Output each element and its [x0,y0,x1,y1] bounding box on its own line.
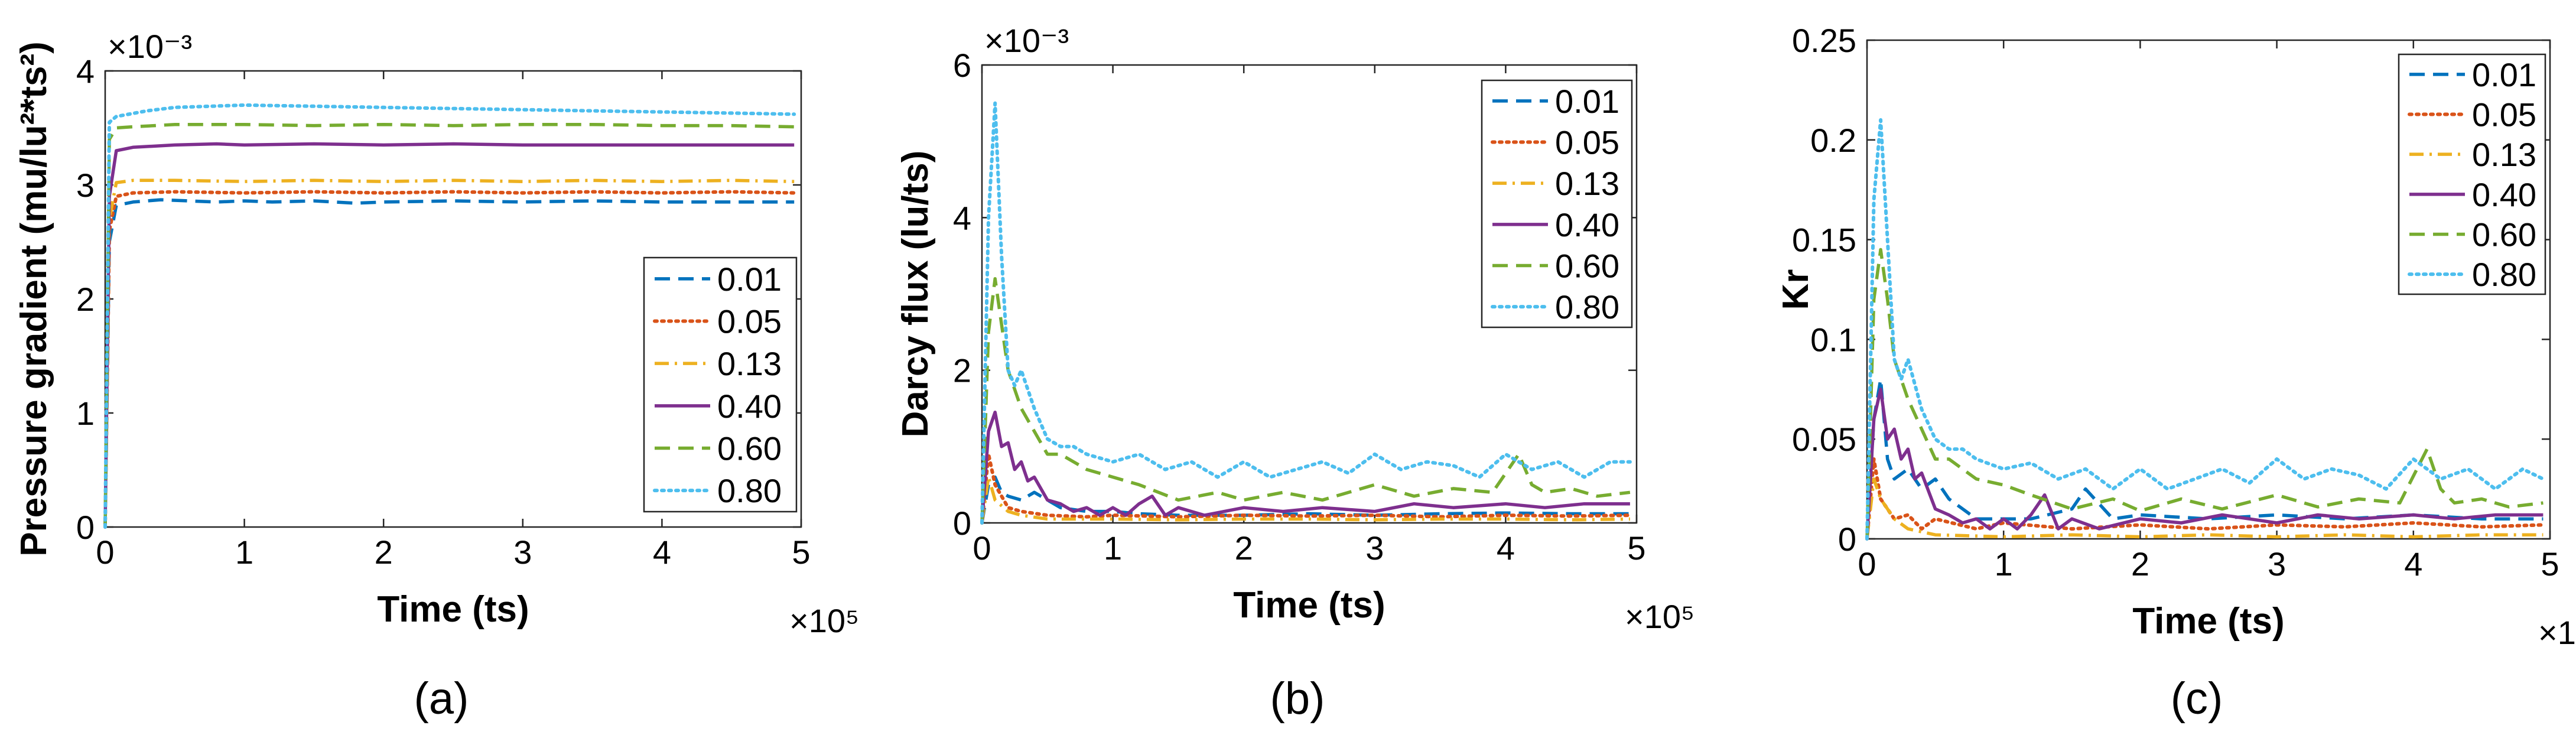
legend-label: 0.60 [1555,248,1619,285]
x-multiplier: ×10⁵ [789,602,859,639]
panel-caption: (c) [2171,674,2223,724]
legend-label: 0.01 [1555,83,1619,120]
series-line-0.13 [1865,477,2544,539]
x-tick-label: 2 [1235,529,1253,567]
legend-label: 0.05 [1555,124,1619,161]
legend-label: 0.60 [717,430,782,467]
x-tick-label: 4 [653,534,671,571]
y-tick-label: 0.15 [1792,222,1856,259]
x-tick-label: 1 [1104,529,1122,567]
chart-panel-3: 0 1 2 3 4 500.050.10.150.20.250.010.050.130.4… [1775,22,2576,724]
series-line-0.01 [103,198,795,528]
x-tick-label: 1 [235,534,253,571]
y-tick-label: 4 [76,53,95,90]
y-tick-label: 0.1 [1810,321,1856,358]
legend-label: 0.80 [1555,288,1619,326]
y-tick-label: 6 [953,47,971,84]
legend-label: 0.13 [717,345,782,382]
x-tick-label: 5 [1627,529,1645,567]
y-tick-label: 0.05 [1792,421,1856,458]
series-line-0.80 [980,101,1632,525]
legend-label: 0.80 [717,472,782,509]
series-line-0.40 [1865,388,2544,539]
x-multiplier: ×10⁵ [2538,614,2576,651]
legend-label: 0.05 [717,303,782,340]
chart-panel-2: 0 1 2 3 4 5 0 2 4 6 0.01 0.05 0.13 0.40 0.600.80 Time (… [895,22,1694,724]
y-multiplier: ×10⁻³ [984,22,1069,59]
legend-label: 0.05 [2472,96,2536,134]
y-tick-label: 1 [76,395,95,432]
x-tick-label: 0 [96,534,114,571]
x-tick-label: 0 [972,529,991,567]
legend-label: 0.40 [2472,176,2536,213]
legend-label: 0.01 [717,261,782,298]
series-line-0.40 [103,142,795,528]
x-axis-label: Time (ts) [1233,585,1385,626]
series-line-0.05 [980,452,1632,525]
y-axis-label: Darcy flux (lu/ts) [895,151,936,438]
legend: 0.010.050.130.400.600.80 [2398,53,2546,295]
legend-label: 0.40 [1555,206,1619,243]
x-tick-label: 5 [2541,545,2559,583]
legend-label: 0.01 [2472,56,2536,93]
legend-label: 0.13 [2472,136,2536,173]
series-line-0.05 [103,190,796,529]
y-tick-label: 4 [953,199,971,236]
y-tick-label: 0 [953,505,971,542]
y-multiplier: ×10⁻³ [108,28,192,65]
legend-label: 0.13 [1555,165,1619,202]
x-tick-label: 0 [1858,545,1876,583]
x-tick-label: 1 [1995,545,2013,583]
x-multiplier: ×10⁵ [1625,598,1694,635]
x-tick-label: 3 [513,534,532,571]
y-tick-label: 0.2 [1810,122,1856,159]
x-axis-label: Time (ts) [2132,601,2284,642]
x-tick-label: 3 [2268,545,2286,583]
x-tick-label: 3 [1365,529,1384,567]
x-tick-label: 4 [1497,529,1515,567]
y-tick-label: 0.25 [1792,22,1856,59]
legend-box [643,256,798,513]
x-tick-label: 5 [792,534,810,571]
x-tick-label: 2 [2131,545,2149,583]
panel-caption: (a) [414,674,469,724]
legend: 0.01 0.05 0.13 0.40 0.600.80 [1481,79,1633,329]
series-line-0.60 [103,122,795,528]
series-line-0.40 [980,410,1630,523]
x-tick-label: 4 [2404,545,2422,583]
series-line-0.13 [980,475,1630,523]
chart-panel-1: 0 1 2 3 4 5 0 1 2 3 4 0.01 0.05 0.13 0.40 0.60 0.80 Time … [14,28,859,724]
series-line-0.01 [980,475,1630,523]
legend: 0.01 0.05 0.13 0.40 0.60 0.80 [643,256,798,513]
legend-label: 0.40 [717,388,782,425]
legend-box [2398,53,2546,295]
legend-box [1481,79,1633,329]
series-line-0.80 [1865,118,2545,541]
series-line-0.13 [103,178,795,528]
y-tick-label: 0 [76,509,95,546]
x-axis-label: Time (ts) [377,589,529,630]
series-line-0.80 [103,103,796,529]
y-tick-label: 2 [953,352,971,389]
y-axis-label: Pressure gradient (mu/lu²*ts²) [14,41,54,557]
panel-caption: (b) [1270,674,1325,724]
y-axis-label: Kr [1775,269,1816,310]
y-tick-label: 3 [76,167,95,204]
x-tick-label: 2 [375,534,393,571]
y-tick-label: 2 [76,281,95,318]
legend-label: 0.80 [2472,256,2536,293]
legend-label: 0.60 [2472,216,2536,253]
y-tick-label: 0 [1838,521,1856,558]
